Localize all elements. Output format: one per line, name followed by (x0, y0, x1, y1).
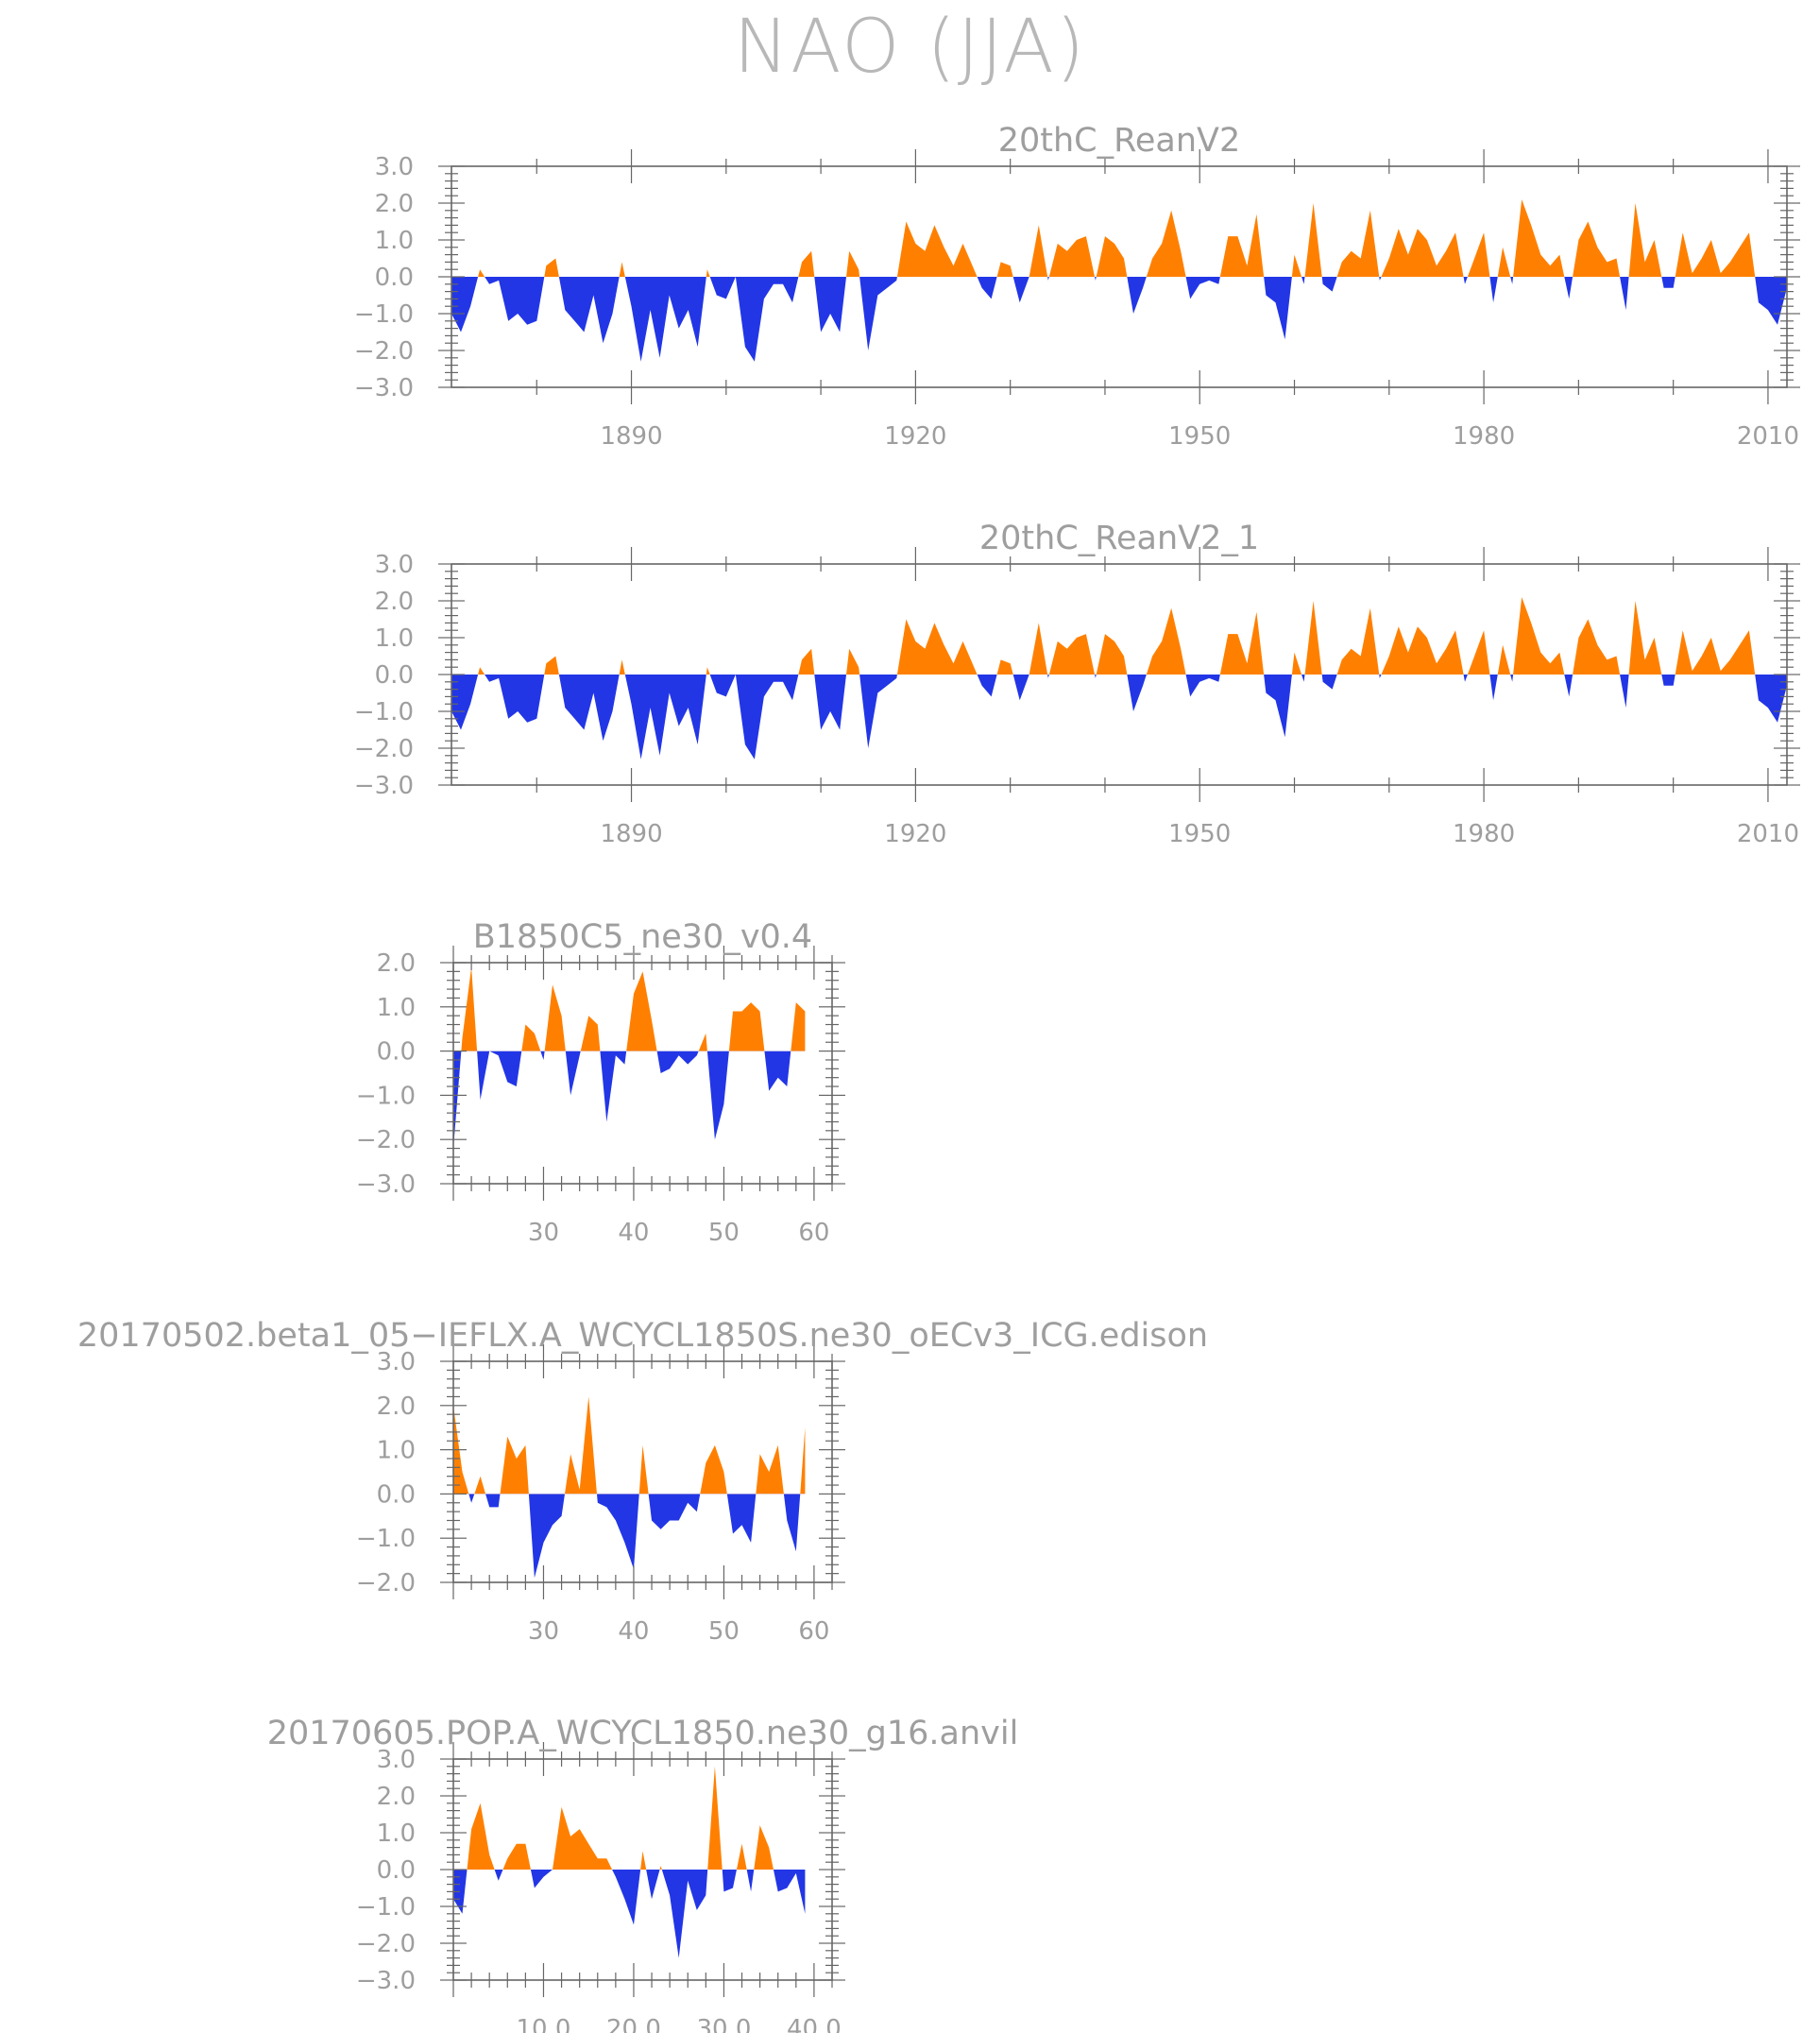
panel-title: 20thC_ReanV2_1 (979, 520, 1259, 557)
y-tick-label: −1.0 (356, 1082, 416, 1110)
y-tick-label: 3.0 (375, 153, 414, 181)
negative-area (453, 1870, 806, 1958)
x-tick-label: 60 (798, 1219, 829, 1247)
fill-layer (451, 199, 1787, 362)
plot-frame (452, 1360, 833, 1583)
tick-marks (440, 1742, 845, 1997)
x-tick-label: 20.0 (606, 2015, 661, 2033)
negative-area (451, 277, 1787, 362)
negative-area (453, 1051, 806, 1149)
panel-title: 20170605.POP.A_WCYCL1850.ne30_g16.anvil (267, 1715, 1019, 1752)
panel-beta1-edison: 3.0 2.0 1.0 0.0 −1.0 −2.0 30 40 50 60 20170502.bet… (77, 1317, 1208, 1646)
positive-area (453, 1396, 806, 1495)
y-tick-label: −3.0 (354, 772, 414, 800)
x-tick-label: 1950 (1168, 422, 1231, 451)
figure-title: NAO (JJA) (733, 5, 1087, 90)
y-tick-label: 3.0 (377, 1746, 416, 1774)
x-tick-label: 2010 (1737, 422, 1799, 451)
y-tick-label: 1.0 (377, 994, 416, 1022)
tick-marks (440, 946, 845, 1201)
y-tick-label: 0.0 (377, 1480, 416, 1509)
y-tick-label: 1.0 (375, 624, 414, 653)
panel-b1850c5: 2.0 1.0 0.0 −1.0 −2.0 −3.0 30 40 50 60 B1850C5_ne3… (356, 918, 845, 1247)
tick-marks (438, 149, 1800, 404)
x-tick-label: 50 (708, 1219, 740, 1247)
positive-area (453, 966, 806, 1051)
positive-area (451, 597, 1787, 675)
positive-area (453, 1766, 806, 1870)
positive-area (451, 199, 1787, 277)
panel-pop-anvil: 3.0 2.0 1.0 0.0 −1.0 −2.0 −3.0 10.0 20.0 30.0 40.0… (267, 1715, 1019, 2033)
y-tick-label: −2.0 (354, 337, 414, 366)
y-tick-label: 2.0 (377, 1392, 416, 1421)
tick-marks (440, 1344, 845, 1599)
panel-title: 20170502.beta1_05−IEFLX.A_WCYCL1850S.ne3… (77, 1317, 1208, 1355)
y-tick-label: −2.0 (354, 735, 414, 763)
y-tick-label: 0.0 (377, 1038, 416, 1067)
fill-layer (451, 597, 1787, 760)
negative-area (451, 675, 1787, 760)
y-tick-label: 2.0 (377, 949, 416, 978)
panel-title: B1850C5_ne30_v0.4 (473, 918, 812, 956)
x-tick-label: 2010 (1737, 820, 1799, 848)
x-tick-label: 1890 (600, 820, 662, 848)
panel-title: 20thC_ReanV2 (998, 122, 1241, 160)
y-tick-label: −1.0 (356, 1893, 416, 1922)
x-tick-label: 30.0 (696, 2015, 751, 2033)
plot-frame (452, 962, 833, 1185)
y-tick-label: −1.0 (354, 698, 414, 726)
x-tick-label: 1980 (1453, 820, 1515, 848)
x-tick-label: 50 (708, 1617, 740, 1646)
x-tick-label: 60 (798, 1617, 829, 1646)
y-tick-label: 0.0 (375, 661, 414, 690)
tick-marks (438, 547, 1800, 802)
y-tick-label: −3.0 (356, 1967, 416, 1995)
y-tick-label: −3.0 (356, 1170, 416, 1199)
x-tick-label: 1980 (1453, 422, 1515, 451)
x-tick-label: 40 (618, 1617, 649, 1646)
x-tick-label: 10.0 (517, 2015, 571, 2033)
fill-layer (453, 1396, 806, 1579)
x-tick-label: 40 (618, 1219, 649, 1247)
y-tick-label: 2.0 (377, 1783, 416, 1811)
panel-20thc-reanv2-1: 3.0 2.0 1.0 0.0 −1.0 −2.0 −3.0 1890 1920 1950 1980… (354, 520, 1800, 848)
y-tick-label: 3.0 (377, 1348, 416, 1376)
y-tick-label: −1.0 (354, 300, 414, 329)
y-tick-label: 2.0 (375, 190, 414, 218)
y-tick-label: 2.0 (375, 588, 414, 616)
y-tick-label: 0.0 (377, 1856, 416, 1885)
y-tick-label: 0.0 (375, 264, 414, 292)
y-tick-label: −1.0 (356, 1525, 416, 1553)
x-tick-label: 1890 (600, 422, 662, 451)
y-tick-label: 1.0 (377, 1819, 416, 1848)
panel-20thc-reanv2: 3.0 2.0 1.0 0.0 −1.0 −2.0 −3.0 1890 1920 1950 1980… (354, 122, 1800, 451)
fill-layer (453, 966, 806, 1149)
x-tick-label: 1920 (884, 820, 946, 848)
y-tick-label: 1.0 (377, 1437, 416, 1465)
y-tick-label: −2.0 (356, 1930, 416, 1958)
fill-layer (453, 1766, 806, 1958)
y-tick-label: 3.0 (375, 551, 414, 579)
x-tick-label: 30 (528, 1219, 559, 1247)
y-tick-label: 1.0 (375, 227, 414, 255)
x-tick-label: 1950 (1168, 820, 1231, 848)
x-tick-label: 40.0 (787, 2015, 842, 2033)
negative-area (453, 1494, 806, 1579)
y-tick-label: −2.0 (356, 1569, 416, 1597)
y-tick-label: −3.0 (354, 374, 414, 402)
y-tick-label: −2.0 (356, 1126, 416, 1154)
x-tick-label: 1920 (884, 422, 946, 451)
x-tick-label: 30 (528, 1617, 559, 1646)
